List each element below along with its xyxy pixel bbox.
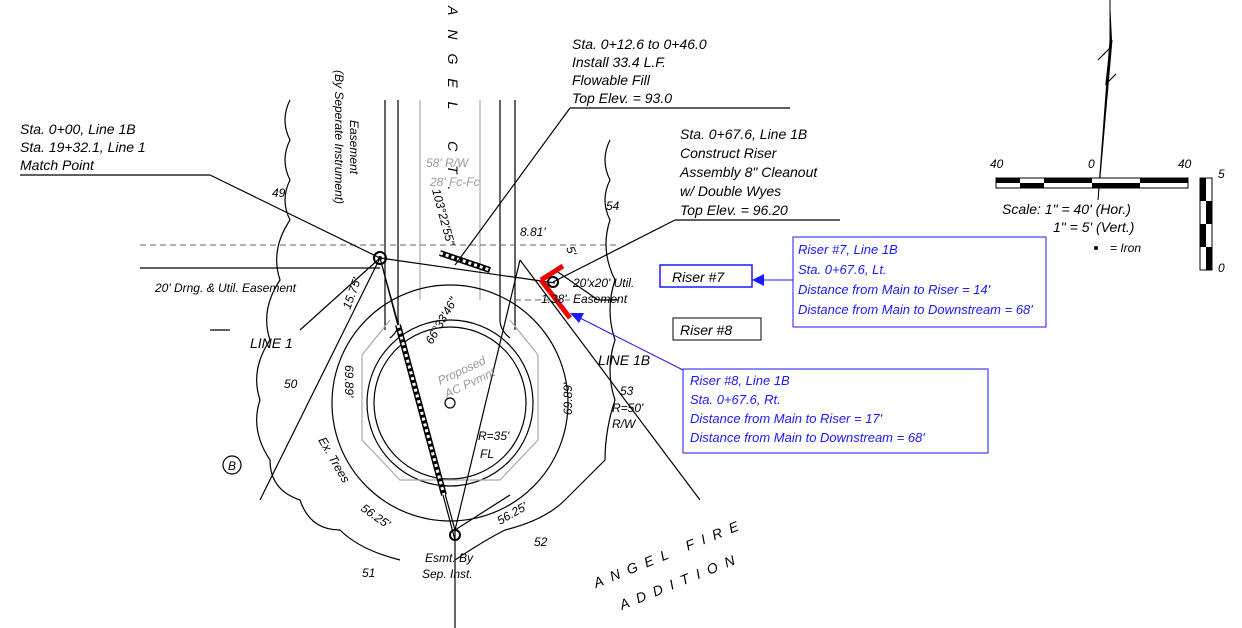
callout-line: Flowable Fill <box>572 72 651 88</box>
label: 5' <box>563 244 579 258</box>
label: Easement <box>347 120 361 175</box>
riser-tag: Riser #8 <box>680 322 732 338</box>
riser-detail: Distance from Main to Riser = 17' <box>690 411 883 426</box>
callout-line: Sta. 0+12.6 to 0+46.0 <box>572 36 707 52</box>
scale-label: 0 <box>1218 261 1225 275</box>
label: 58' R/W <box>426 156 470 170</box>
lot-number: 50 <box>284 377 298 391</box>
riser-detail: Sta. 0+67.6, Rt. <box>690 392 781 407</box>
label: R/W <box>612 417 637 431</box>
label: 8.81' <box>520 225 546 239</box>
riser-detail: Riser #8, Line 1B <box>690 373 790 388</box>
riser-tag: Riser #7 <box>672 269 725 285</box>
scale-text: 1" = 5' (Vert.) <box>1053 219 1134 235</box>
label: 69.89' <box>342 365 356 398</box>
drawing: ANGEL CT. Sta. 0+00, Line 1B Sta. 19+32.… <box>0 0 1242 628</box>
label: 69.89' <box>561 382 575 415</box>
label: Easement <box>573 292 628 306</box>
label: R=50' <box>612 401 644 415</box>
riser-detail: Distance from Main to Downstream = 68' <box>690 430 925 445</box>
callout-line: Assembly 8" Cleanout <box>679 164 818 180</box>
lot-number: 52 <box>534 535 548 549</box>
callout-line: w/ Double Wyes <box>680 183 781 199</box>
scale-text: Scale: 1" = 40' (Hor.) <box>1002 201 1131 217</box>
callout-line: Sta. 0+67.6, Line 1B <box>680 126 807 142</box>
label: 20' Drng. & Util. Easement <box>154 281 297 295</box>
callout-line: Construct Riser <box>680 145 778 161</box>
callout-line: Install 33.4 L.F. <box>572 54 666 70</box>
riser-detail: Distance from Main to Riser = 14' <box>798 282 991 297</box>
label: 15.75' <box>340 275 364 311</box>
scale-text: = Iron <box>1110 241 1141 255</box>
label: FL <box>480 447 494 461</box>
label: Sep. Inst. <box>422 567 473 581</box>
lot-number: 53 <box>620 384 634 398</box>
riser-detail: Riser #7, Line 1B <box>798 242 898 257</box>
riser-detail: Distance from Main to Downstream = 68' <box>798 302 1033 317</box>
label: 1.38' <box>541 292 567 306</box>
label: (By Seperate Instrument) <box>332 70 346 204</box>
label: LINE 1B <box>598 352 650 368</box>
callout-line: Top Elev. = 93.0 <box>572 90 672 106</box>
label: B <box>228 459 236 473</box>
label: Esmt. By <box>425 551 474 565</box>
lot-number: 49 <box>272 186 286 200</box>
scale-label: 0 <box>1088 157 1095 171</box>
label: LINE 1 <box>250 335 293 351</box>
scale-label: 5 <box>1218 167 1225 181</box>
lot-number: 51 <box>362 566 375 580</box>
callout-line: Sta. 19+32.1, Line 1 <box>20 139 146 155</box>
label: 28' Fc-Fc <box>429 175 480 189</box>
callout-line: Match Point <box>20 157 95 173</box>
scale-label: 40 <box>1178 157 1192 171</box>
riser-detail: Sta. 0+67.6, Lt. <box>798 262 887 277</box>
scale-label: 40 <box>990 157 1004 171</box>
callout-line: Sta. 0+00, Line 1B <box>20 121 136 137</box>
label: 20'x20' Util. <box>572 276 634 290</box>
callout-line: Top Elev. = 96.20 <box>680 202 788 218</box>
label: R=35' <box>478 429 510 443</box>
label: 56.25' <box>358 501 393 531</box>
lot-number: 54 <box>606 199 620 213</box>
